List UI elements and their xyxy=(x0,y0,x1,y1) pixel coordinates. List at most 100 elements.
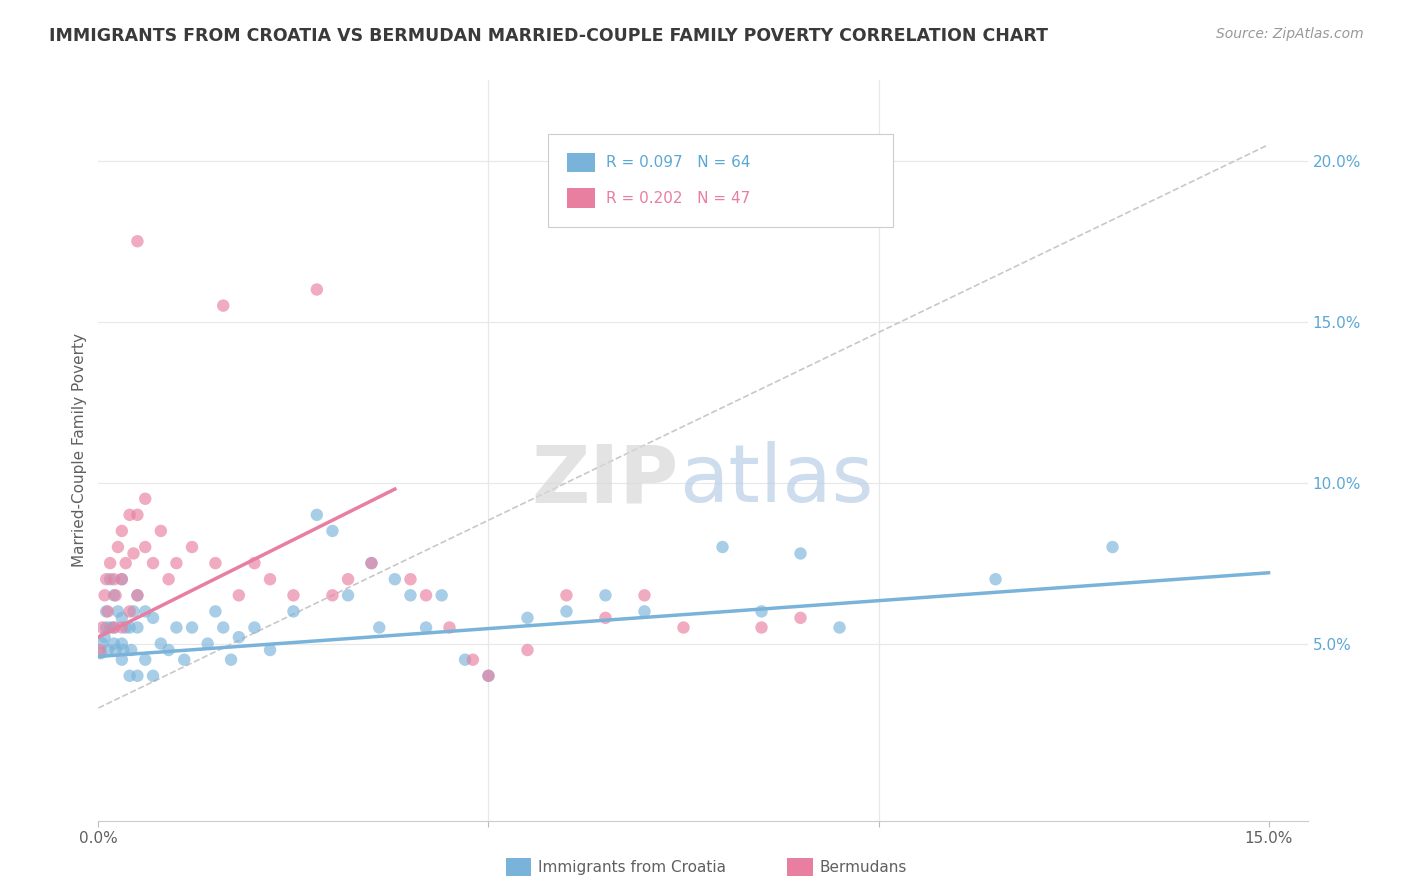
Point xyxy=(122,604,145,618)
Point xyxy=(672,620,695,634)
Point xyxy=(114,556,136,570)
Point xyxy=(1101,540,1123,554)
Point xyxy=(197,637,219,651)
Point xyxy=(415,588,437,602)
Point xyxy=(112,643,135,657)
Point xyxy=(127,508,149,522)
Point xyxy=(93,588,115,602)
Point xyxy=(122,546,145,560)
Point xyxy=(337,588,360,602)
Point xyxy=(103,620,125,634)
Point xyxy=(454,653,477,667)
Point xyxy=(103,637,125,651)
Point xyxy=(89,643,111,657)
Point xyxy=(111,620,134,634)
Point xyxy=(415,620,437,634)
Point xyxy=(751,620,773,634)
Point xyxy=(633,604,655,618)
Point xyxy=(173,653,195,667)
Point xyxy=(204,556,226,570)
Point xyxy=(127,234,149,248)
Point xyxy=(111,572,134,586)
Point xyxy=(93,630,115,644)
Point xyxy=(595,611,617,625)
Point xyxy=(219,653,242,667)
Point xyxy=(633,588,655,602)
Point xyxy=(321,524,343,538)
Point xyxy=(157,643,180,657)
Text: atlas: atlas xyxy=(679,441,873,519)
Point xyxy=(103,620,125,634)
Point xyxy=(103,588,125,602)
Point xyxy=(96,572,118,586)
Point xyxy=(165,620,187,634)
Point xyxy=(96,620,118,634)
Point xyxy=(142,611,165,625)
Point xyxy=(243,620,266,634)
Point xyxy=(283,604,305,618)
Point xyxy=(555,604,578,618)
Point xyxy=(142,556,165,570)
Point xyxy=(98,556,121,570)
Point xyxy=(118,620,141,634)
Point xyxy=(134,653,156,667)
Point xyxy=(305,508,328,522)
Point xyxy=(828,620,851,634)
Point xyxy=(142,669,165,683)
Point xyxy=(181,540,204,554)
Point xyxy=(384,572,406,586)
Point xyxy=(984,572,1007,586)
Point xyxy=(111,572,134,586)
Point xyxy=(516,643,538,657)
Text: R = 0.202   N = 47: R = 0.202 N = 47 xyxy=(606,191,751,205)
Text: R = 0.097   N = 64: R = 0.097 N = 64 xyxy=(606,155,751,169)
Point xyxy=(104,588,127,602)
Point xyxy=(103,572,125,586)
Point xyxy=(305,283,328,297)
Point xyxy=(90,646,112,660)
Text: ZIP: ZIP xyxy=(531,441,679,519)
Point xyxy=(111,653,134,667)
Point xyxy=(118,604,141,618)
Point xyxy=(114,620,136,634)
Point xyxy=(91,620,114,634)
Point xyxy=(149,524,172,538)
Point xyxy=(368,620,391,634)
Point xyxy=(134,604,156,618)
Point xyxy=(96,604,118,618)
Point xyxy=(243,556,266,570)
Point xyxy=(360,556,382,570)
Point xyxy=(595,588,617,602)
Point xyxy=(228,588,250,602)
Text: Bermudans: Bermudans xyxy=(820,861,907,875)
Point xyxy=(91,637,114,651)
Point xyxy=(337,572,360,586)
Point xyxy=(555,588,578,602)
Point xyxy=(259,572,281,586)
Point xyxy=(711,540,734,554)
Point xyxy=(789,611,811,625)
Point xyxy=(120,643,142,657)
Point xyxy=(477,669,499,683)
Point xyxy=(461,653,484,667)
Point xyxy=(181,620,204,634)
Point xyxy=(118,669,141,683)
Point xyxy=(212,620,235,634)
Point xyxy=(127,588,149,602)
Point xyxy=(157,572,180,586)
Point xyxy=(212,299,235,313)
Point xyxy=(98,620,121,634)
Point xyxy=(228,630,250,644)
Point xyxy=(97,643,120,657)
Point xyxy=(477,669,499,683)
Point xyxy=(204,604,226,618)
Point xyxy=(751,604,773,618)
Point xyxy=(360,556,382,570)
Text: Immigrants from Croatia: Immigrants from Croatia xyxy=(538,861,727,875)
Point xyxy=(516,611,538,625)
Point xyxy=(399,572,422,586)
Point xyxy=(127,588,149,602)
Point xyxy=(149,637,172,651)
Point xyxy=(134,540,156,554)
Point xyxy=(134,491,156,506)
